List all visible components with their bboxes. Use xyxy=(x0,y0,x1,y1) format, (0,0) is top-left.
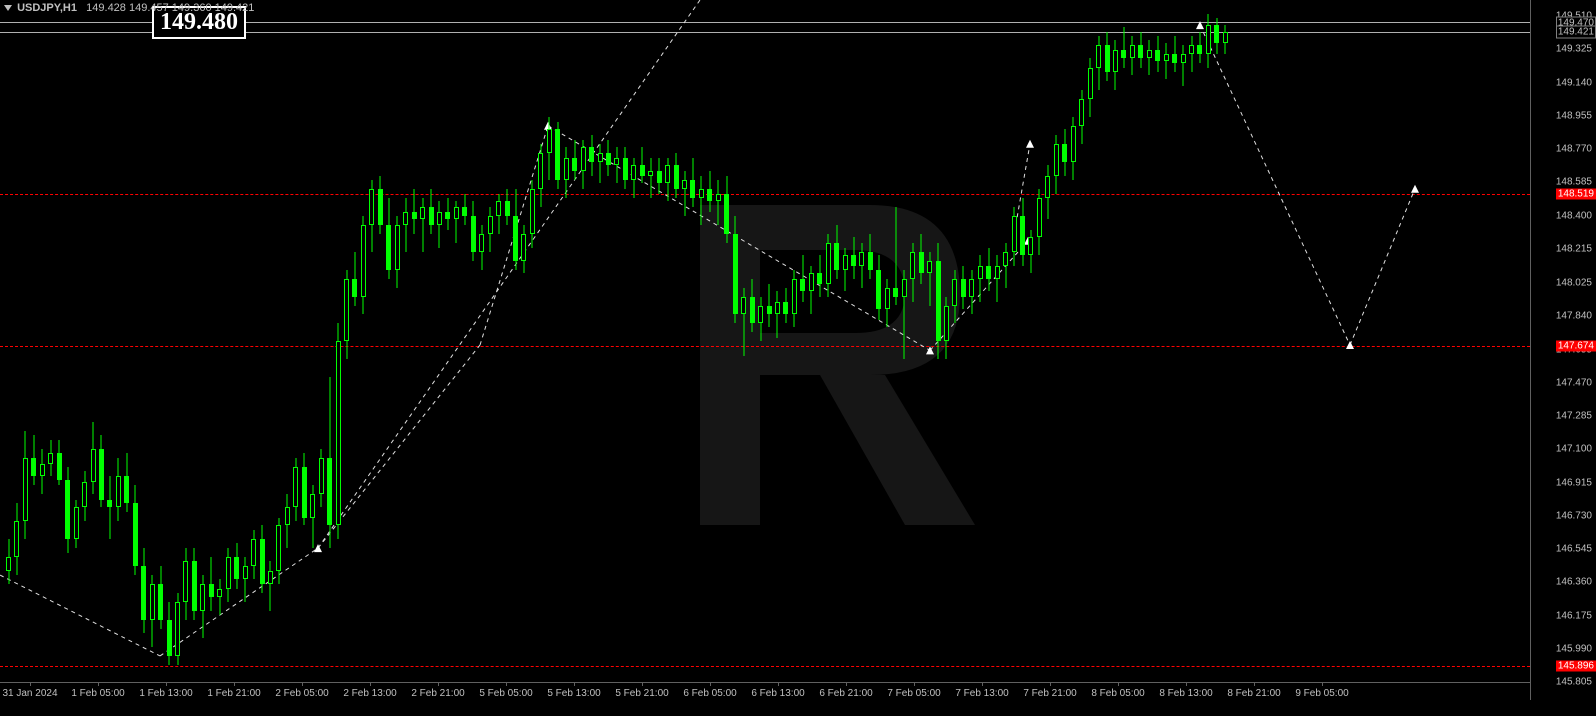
y-tick: 148.770 xyxy=(1556,144,1592,155)
x-tick: 1 Feb 21:00 xyxy=(207,688,260,699)
plot-bottom-border xyxy=(0,682,1530,683)
y-tick: 149.325 xyxy=(1556,44,1592,55)
y-tick: 146.360 xyxy=(1556,577,1592,588)
y-tick: 146.175 xyxy=(1556,610,1592,621)
x-tick: 6 Feb 05:00 xyxy=(683,688,736,699)
chart-header: USDJPY,H1 149.428 149.457 149.360 149.42… xyxy=(4,2,254,14)
y-tick: 148.585 xyxy=(1556,177,1592,188)
level-marker: 148.519 xyxy=(1556,189,1596,200)
y-axis: 149.510149.325149.140148.955148.770148.5… xyxy=(1531,0,1596,700)
y-tick: 146.545 xyxy=(1556,544,1592,555)
horizontal-line xyxy=(0,194,1530,195)
y-tick: 145.990 xyxy=(1556,643,1592,654)
x-tick: 6 Feb 21:00 xyxy=(819,688,872,699)
y-tick: 148.215 xyxy=(1556,243,1592,254)
y-tick: 147.285 xyxy=(1556,411,1592,422)
x-tick: 6 Feb 13:00 xyxy=(751,688,804,699)
x-tick: 7 Feb 05:00 xyxy=(887,688,940,699)
y-tick: 146.730 xyxy=(1556,510,1592,521)
y-tick: 148.955 xyxy=(1556,110,1592,121)
y-tick: 146.915 xyxy=(1556,477,1592,488)
x-axis xyxy=(0,700,1530,716)
y-tick: 147.470 xyxy=(1556,377,1592,388)
x-tick: 9 Feb 05:00 xyxy=(1295,688,1348,699)
x-tick: 7 Feb 13:00 xyxy=(955,688,1008,699)
x-tick: 2 Feb 21:00 xyxy=(411,688,464,699)
symbol-label: USDJPY,H1 xyxy=(17,2,77,14)
x-tick: 1 Feb 05:00 xyxy=(71,688,124,699)
horizontal-line xyxy=(0,346,1530,347)
horizontal-line xyxy=(0,666,1530,667)
x-tick: 8 Feb 21:00 xyxy=(1227,688,1280,699)
y-tick: 148.400 xyxy=(1556,210,1592,221)
dropdown-triangle-icon[interactable] xyxy=(4,5,12,11)
x-tick: 2 Feb 13:00 xyxy=(343,688,396,699)
ohlc-label: 149.428 149.457 149.360 149.421 xyxy=(86,2,254,14)
x-tick: 2 Feb 05:00 xyxy=(275,688,328,699)
x-tick: 8 Feb 13:00 xyxy=(1159,688,1212,699)
y-tick: 147.100 xyxy=(1556,444,1592,455)
chart-container[interactable]: USDJPY,H1 149.428 149.457 149.360 149.42… xyxy=(0,0,1596,716)
y-tick: 148.025 xyxy=(1556,278,1592,289)
x-tick: 1 Feb 13:00 xyxy=(139,688,192,699)
y-tick: 145.805 xyxy=(1556,677,1592,688)
x-tick: 5 Feb 21:00 xyxy=(615,688,668,699)
x-tick: 5 Feb 13:00 xyxy=(547,688,600,699)
x-tick: 8 Feb 05:00 xyxy=(1091,688,1144,699)
y-tick: 149.140 xyxy=(1556,77,1592,88)
current-price-marker: 149.421 xyxy=(1556,26,1596,39)
x-tick: 31 Jan 2024 xyxy=(2,688,57,699)
plot-area[interactable] xyxy=(0,0,1531,700)
x-tick: 7 Feb 21:00 xyxy=(1023,688,1076,699)
level-marker: 145.896 xyxy=(1556,660,1596,671)
level-marker: 147.674 xyxy=(1556,341,1596,352)
y-tick: 147.840 xyxy=(1556,311,1592,322)
x-tick: 5 Feb 05:00 xyxy=(479,688,532,699)
